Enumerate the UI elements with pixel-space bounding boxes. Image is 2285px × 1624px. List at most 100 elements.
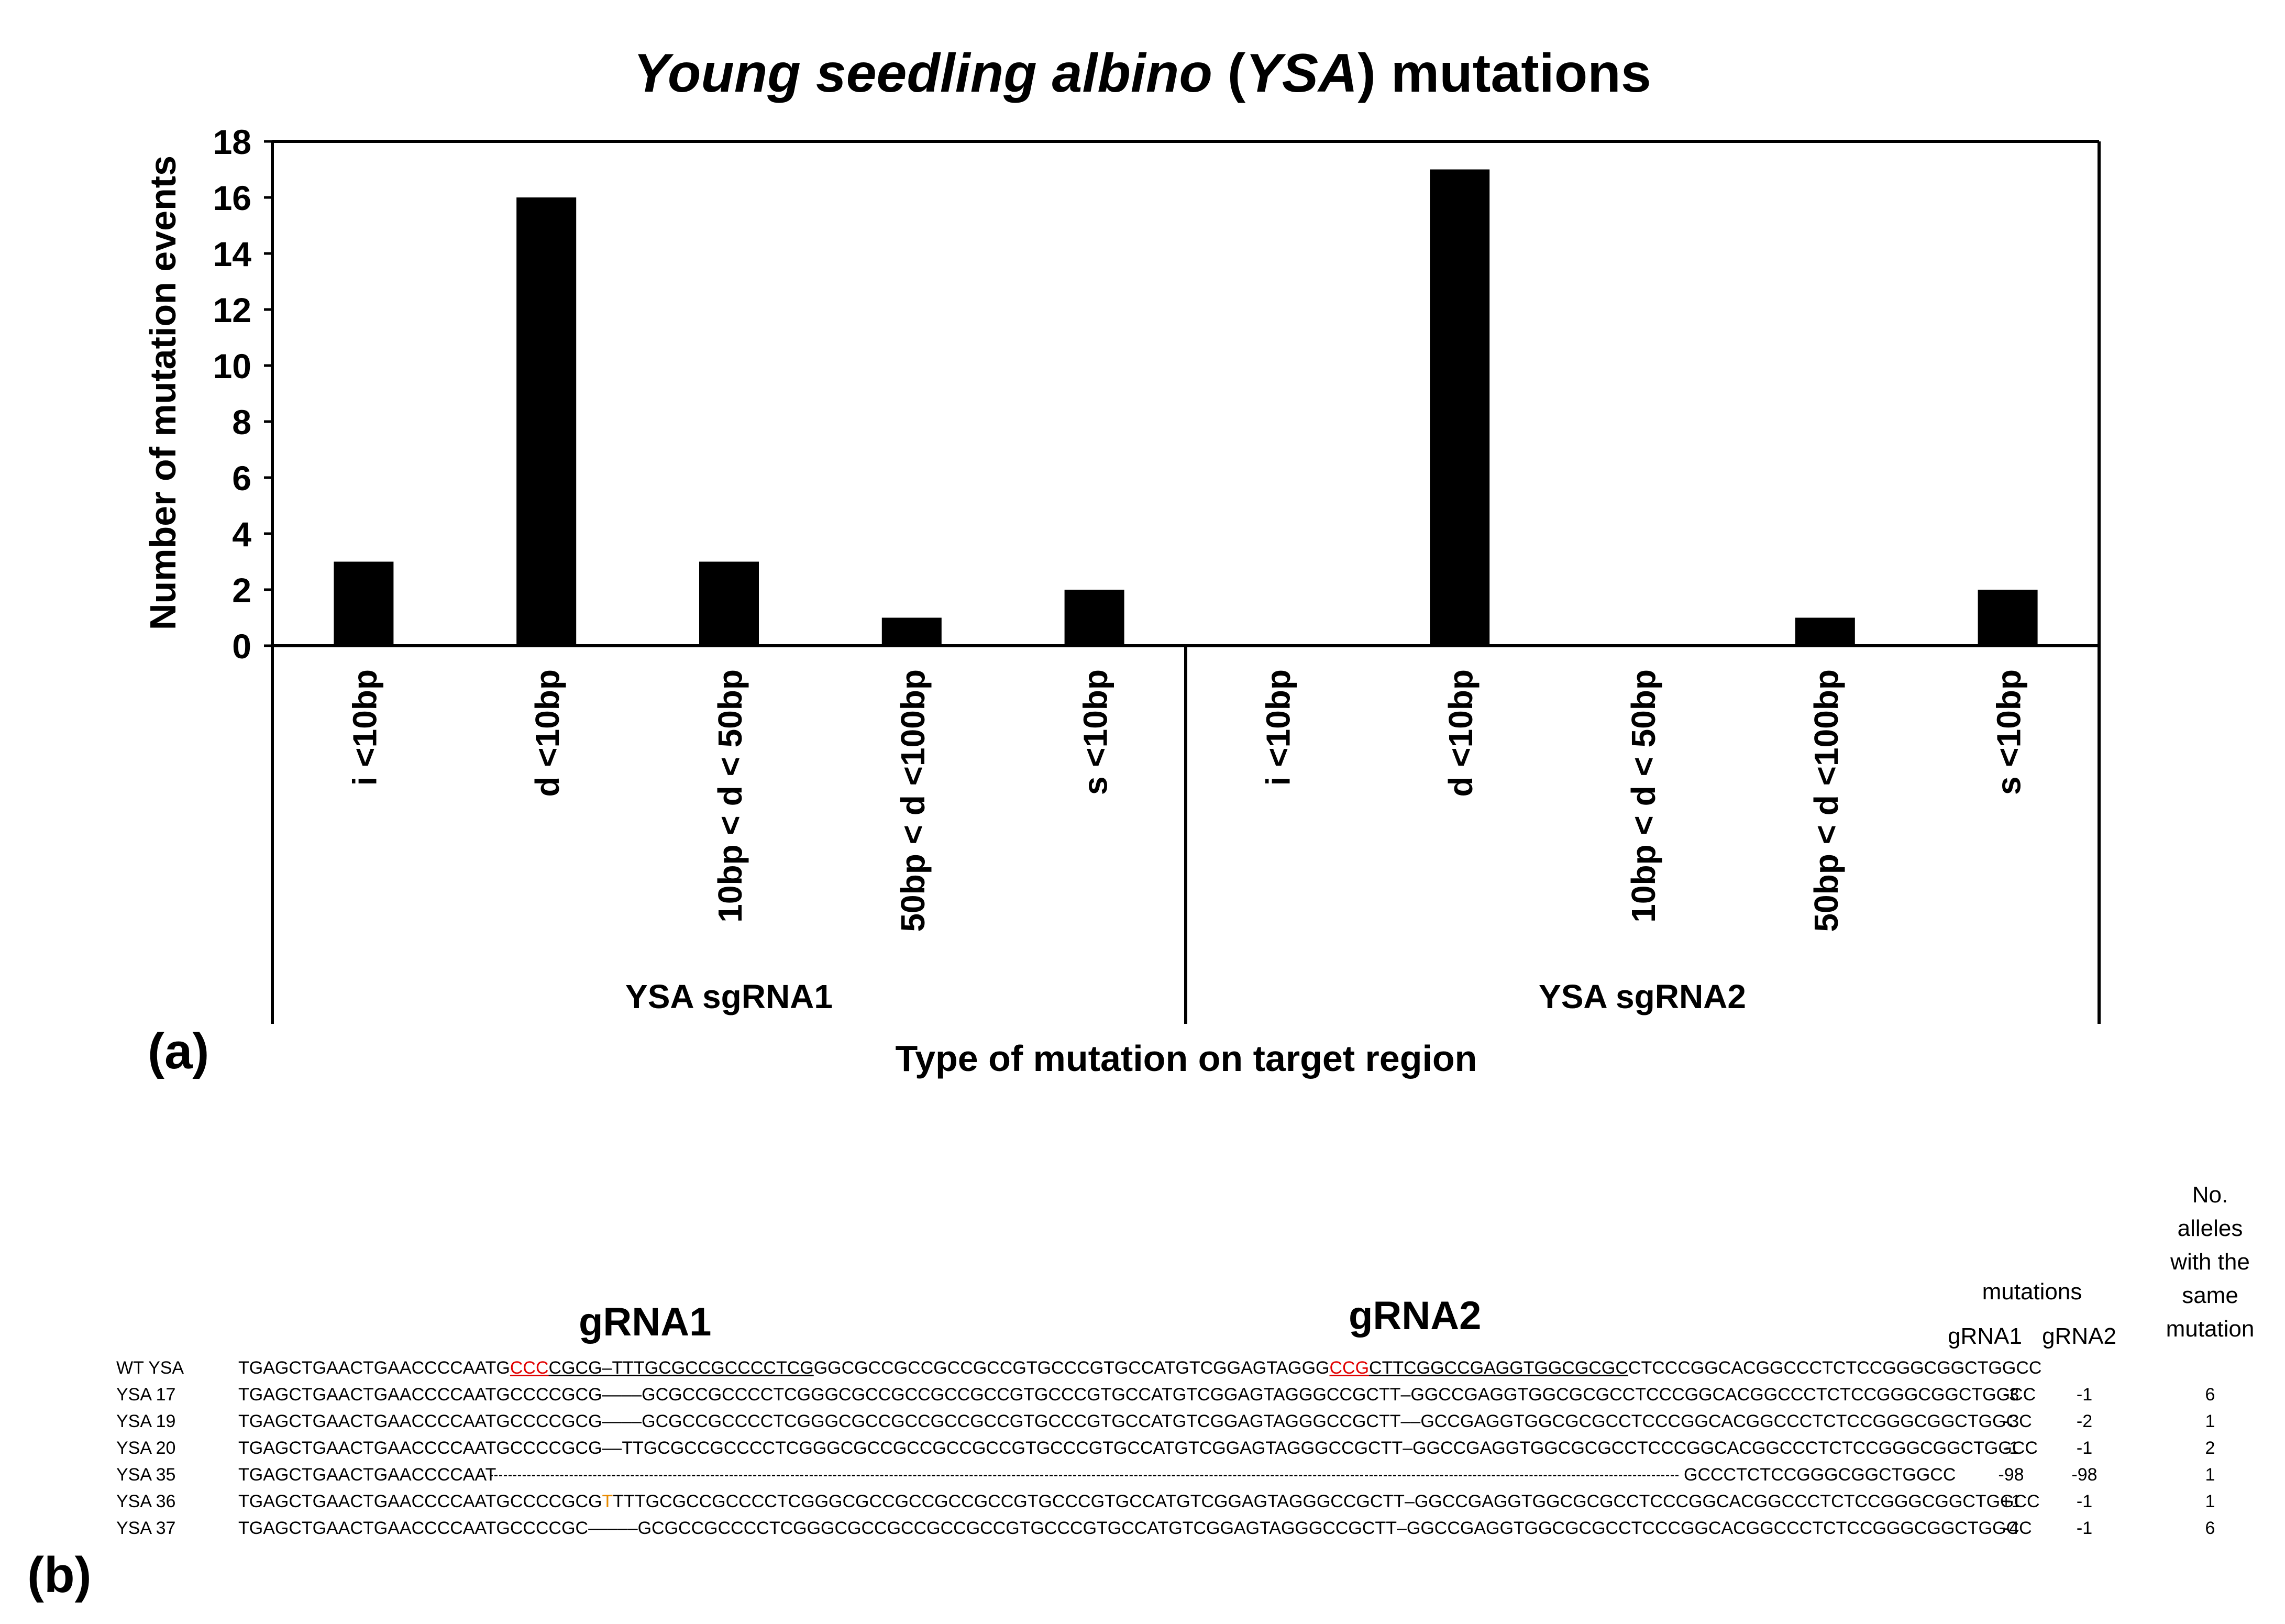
x-axis-label: Type of mutation on target region: [896, 1038, 1477, 1079]
row-label: YSA 19: [116, 1411, 176, 1431]
table-row: YSA 35 TGAGCTGAACTGAACCCCAAT GCCCTCTCCGG…: [0, 1461, 2285, 1488]
chart-title: Young seedling albino (YSA) mutations: [633, 43, 1651, 104]
seq-segment: GGCGCCGCCGCCGCCGTGCCCGTGCCATGTCGGAGTAGGG: [813, 1358, 1330, 1378]
allele-count: 6: [2205, 1518, 2215, 1538]
grna2-title: gRNA2: [1349, 1294, 1482, 1338]
x-tick-label: 10bp < d < 50bp: [1625, 669, 1662, 923]
x-tick-label: 10bp < d < 50bp: [711, 669, 749, 923]
y-tick-label: 18: [213, 123, 251, 161]
seq-segment: TGAGCTGAACTGAACCCCAATGCCCCGCG: [238, 1492, 602, 1511]
bar: [1064, 590, 1124, 646]
mutations-header: mutations: [1982, 1279, 2082, 1305]
seq-segment: TGAGCTGAACTGAACCCCAATG: [238, 1358, 510, 1378]
grna2-mutation-value: -1: [2076, 1385, 2093, 1405]
alleles-header-line: alleles: [2177, 1216, 2243, 1241]
chart-title-part-1: Young seedling albino: [633, 43, 1212, 104]
bar: [1978, 590, 2038, 646]
grna2-mutation-value: -2: [2076, 1411, 2093, 1431]
allele-count: 1: [2205, 1465, 2215, 1485]
chart-title-part-2: (: [1212, 43, 1246, 104]
y-tick-label: 6: [232, 459, 251, 498]
mutant-sequence: TGAGCTGAACTGAACCCCAATGCCCCGCG––––GCGCCGC…: [238, 1411, 2032, 1431]
table-row: YSA 19 TGAGCTGAACTGAACCCCAATGCCCCGCG––––…: [0, 1408, 2285, 1435]
bar: [881, 617, 942, 646]
x-tick-label: 50bp < d <100bp: [894, 669, 932, 932]
panel-label-b: (b): [27, 1547, 92, 1603]
grna1-mutation-value: +1: [2001, 1492, 2022, 1511]
chart-title-part-4: ) mutations: [1357, 43, 1651, 104]
table-row: YSA 17 TGAGCTGAACTGAACCCCAATGCCCCGCG––––…: [0, 1381, 2285, 1408]
alleles-header-line: No.: [2192, 1182, 2228, 1208]
grna2-mutation-value: -1: [2076, 1492, 2093, 1511]
table-row: YSA 36 TGAGCTGAACTGAACCCCAATGCCCCGCGTTTT…: [0, 1488, 2285, 1515]
grna1-mutation-value: -98: [1998, 1465, 2024, 1485]
mutant-sequence: TGAGCTGAACTGAACCCCAATGCCCCGCG––––GCGCCGC…: [238, 1385, 2036, 1405]
seq-segment: CTCCCGGCACGGCCCTCTCCGGGCGGCTGGCC: [1628, 1358, 2042, 1378]
alleles-header-line: mutation: [2166, 1316, 2255, 1342]
bar: [516, 197, 577, 646]
seq-segment: TTTGCGCCGCCCCTCGGGCGCCGCCGCCGCCGTGCCCGTG…: [613, 1492, 2040, 1511]
x-tick-label: s <10bp: [1990, 669, 2028, 795]
panel-label-a: (a): [148, 1023, 209, 1079]
mutant-sequence: TGAGCTGAACTGAACCCCAATGCCCCGC–––––GCGCCGC…: [238, 1518, 2032, 1538]
inserted-base: T: [602, 1492, 613, 1511]
x-tick-label: i <10bp: [346, 669, 383, 786]
bar: [699, 561, 759, 646]
mutant-sequence: TGAGCTGAACTGAACCCCAATGCCCCGCGTTTTGCGCCGC…: [238, 1488, 2040, 1515]
grna1-mutation-value: -4: [2003, 1518, 2019, 1538]
wt-sequence: TGAGCTGAACTGAACCCCAATGCCCCGCG–TTTGCGCCGC…: [238, 1354, 2041, 1382]
grna1-target: CGCG–TTTGCGCCGCCCCTCG: [548, 1358, 814, 1378]
y-tick-label: 8: [232, 403, 251, 441]
mutant-sequence: TGAGCTGAACTGAACCCCAATGCCCCGCG––TTGCGCCGC…: [238, 1438, 2038, 1458]
allele-count: 2: [2205, 1438, 2215, 1458]
row-label: YSA 20: [116, 1438, 176, 1458]
y-tick-label: 2: [232, 571, 251, 610]
x-tick-label: d <10bp: [528, 669, 566, 797]
grna1-mutation-value: -3: [2003, 1411, 2019, 1431]
grna2-target: CTTCGGCCGAGGTGGCGCGC: [1369, 1358, 1628, 1378]
group-label: YSA sgRNA1: [625, 978, 833, 1015]
grna2-mutation-value: -98: [2071, 1465, 2098, 1485]
row-label: YSA 37: [116, 1518, 176, 1538]
chart-title-part-3: YSA: [1245, 43, 1357, 104]
y-axis-label: Number of mutation events: [142, 156, 183, 630]
alleles-header: No. alleles with the same mutation: [2142, 1178, 2278, 1346]
pam-site-1: CCC: [510, 1358, 549, 1378]
allele-count: 6: [2205, 1385, 2215, 1405]
grna1-column-header: gRNA1: [1948, 1323, 2022, 1349]
grna2-column-header: gRNA2: [2042, 1323, 2116, 1349]
large-deletion-dashes: [490, 1475, 1679, 1476]
allele-count: 1: [2205, 1411, 2215, 1431]
row-label: YSA 36: [116, 1492, 176, 1511]
table-row: YSA 20 TGAGCTGAACTGAACCCCAATGCCCCGCG––TT…: [0, 1434, 2285, 1462]
mutant-sequence-end: GCCCTCTCCGGGCGGCTGGCC: [1684, 1465, 1956, 1485]
pam-site-2: CCG: [1329, 1358, 1370, 1378]
table-row: YSA 37 TGAGCTGAACTGAACCCCAATGCCCCGC–––––…: [0, 1515, 2285, 1542]
grna2-mutation-value: -1: [2076, 1518, 2093, 1538]
allele-count: 1: [2205, 1492, 2215, 1511]
bar: [1795, 617, 1855, 646]
alleles-header-line: same: [2182, 1283, 2238, 1308]
y-tick-label: 14: [213, 235, 252, 273]
grna2-mutation-value: -1: [2076, 1438, 2093, 1458]
table-row-wt: WT YSA TGAGCTGAACTGAACCCCAATGCCCCGCG–TTT…: [0, 1354, 2285, 1382]
y-tick-label: 0: [232, 627, 251, 666]
grna1-mutation-value: -1: [2003, 1438, 2019, 1458]
x-tick-label: s <10bp: [1077, 669, 1114, 795]
mutant-sequence-start: TGAGCTGAACTGAACCCCAAT: [238, 1465, 496, 1485]
y-tick-label: 12: [213, 291, 251, 329]
y-tick-label: 10: [213, 347, 251, 385]
y-tick-label: 4: [232, 515, 251, 554]
x-tick-label: 50bp < d <100bp: [1807, 669, 1845, 932]
row-label: YSA 17: [116, 1385, 176, 1405]
bar-chart: Young seedling albino (YSA) mutations 0 2…: [142, 43, 2101, 1079]
y-tick-label: 16: [213, 179, 251, 217]
row-label: YSA 35: [116, 1465, 176, 1485]
row-label: WT YSA: [116, 1358, 184, 1378]
x-tick-label: d <10bp: [1442, 669, 1480, 797]
bar: [334, 561, 394, 646]
x-tick-label: i <10bp: [1259, 669, 1297, 786]
alleles-header-line: with the: [2170, 1249, 2250, 1275]
grna1-title: gRNA1: [579, 1300, 712, 1344]
